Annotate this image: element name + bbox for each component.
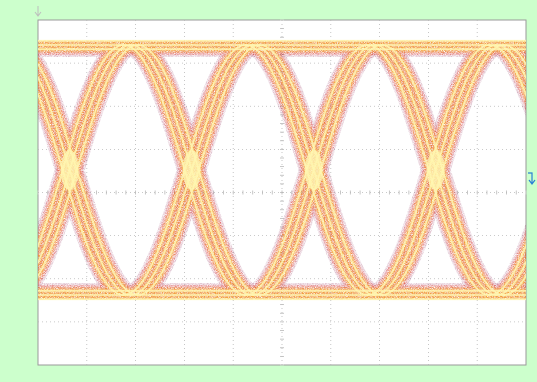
eye-crossing — [304, 150, 323, 190]
eye-crossing — [182, 150, 201, 190]
level-arrow-icon — [528, 172, 536, 185]
eye-crossing — [426, 150, 445, 190]
eye-crossing — [60, 150, 79, 190]
trigger-arrow-icon — [34, 6, 42, 17]
eye-traces — [38, 33, 526, 307]
